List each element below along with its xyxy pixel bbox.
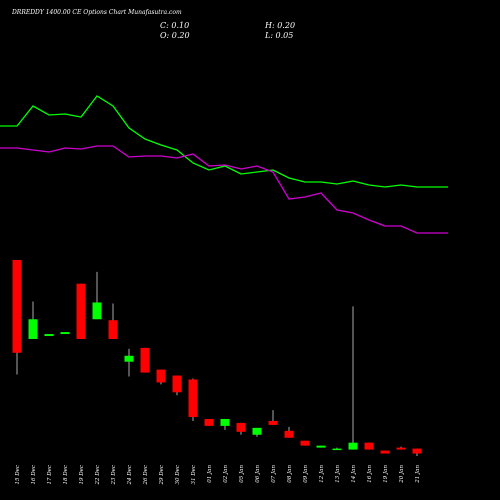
- x-tick-label: 07 Jan: [271, 465, 277, 483]
- candle-body: [284, 430, 294, 438]
- x-tick-label: 06 Jan: [255, 465, 261, 483]
- close-text: C: 0.10: [160, 21, 189, 30]
- x-tick-label: 09 Jan: [303, 465, 309, 483]
- candle-body: [92, 302, 102, 320]
- candle-body: [268, 420, 278, 425]
- open-text: O: 0.20: [160, 31, 190, 40]
- candle-body: [188, 379, 198, 417]
- candle-body: [204, 418, 214, 426]
- candle-body: [12, 260, 22, 353]
- x-tick-label: 16 Jan: [367, 465, 373, 483]
- x-tick-label: 02 Jan: [223, 465, 229, 483]
- indicator-line: [0, 95, 448, 188]
- candle-body: [172, 375, 182, 393]
- x-tick-label: 29 Dec: [159, 465, 165, 486]
- x-tick-label: 19 Dec: [79, 465, 85, 485]
- candle-body: [156, 369, 166, 383]
- candle-body: [252, 427, 262, 435]
- candle-body: [396, 447, 406, 450]
- x-tick-label: 26 Dec: [143, 465, 149, 486]
- candle-body: [316, 445, 326, 448]
- candle-body: [44, 334, 54, 337]
- candle-body: [124, 355, 134, 362]
- candle-body: [380, 450, 390, 454]
- candle-body: [220, 418, 230, 426]
- low-text: L: 0.05: [264, 31, 293, 40]
- indicator-line: [0, 145, 448, 234]
- candle-body: [60, 332, 70, 335]
- x-tick-label: 17 Dec: [47, 465, 53, 485]
- x-tick-label: 20 Jan: [399, 465, 405, 484]
- x-tick-label: 12 Jan: [319, 465, 325, 483]
- x-tick-label: 31 Dec: [191, 465, 197, 485]
- candle-body: [108, 320, 118, 339]
- candle-body: [412, 448, 422, 454]
- chart-title: DRREDDY 1400.00 CE Options Chart Munafas…: [11, 9, 182, 16]
- x-tick-label: 22 Dec: [95, 465, 101, 486]
- x-tick-label: 24 Dec: [127, 465, 133, 486]
- x-tick-label: 18 Dec: [63, 465, 69, 485]
- candle-body: [236, 422, 246, 432]
- high-text: H: 0.20: [264, 21, 295, 30]
- x-tick-label: 05 Jan: [239, 465, 245, 483]
- x-tick-label: 14 Jan: [351, 465, 357, 483]
- candle-body: [348, 442, 358, 450]
- candle-body: [332, 448, 342, 451]
- x-tick-label: 19 Jan: [383, 465, 389, 483]
- candle-body: [140, 347, 150, 373]
- x-tick-label: 01 Jan: [207, 465, 213, 483]
- x-tick-label: 21 Jan: [415, 465, 421, 484]
- candle-body: [28, 319, 38, 339]
- candle-body: [300, 440, 310, 446]
- x-tick-label: 08 Jan: [287, 465, 293, 483]
- candle-body: [364, 442, 374, 450]
- x-tick-label: 30 Dec: [175, 465, 181, 485]
- x-tick-label: 23 Dec: [111, 465, 117, 486]
- x-tick-label: 16 Dec: [31, 465, 37, 485]
- x-tick-label: 13 Jan: [335, 465, 341, 483]
- x-tick-label: 15 Dec: [15, 465, 21, 485]
- candle-body: [76, 283, 86, 339]
